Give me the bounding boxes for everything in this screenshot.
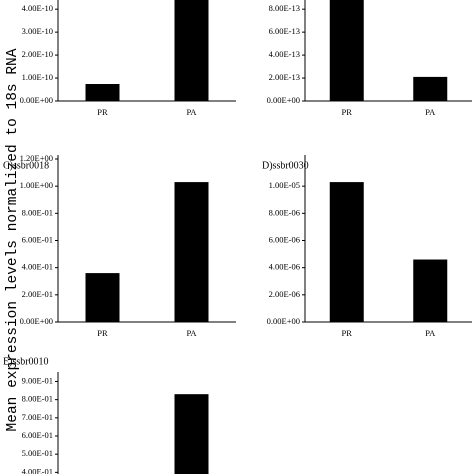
x-tick-label: PR [342, 328, 353, 338]
y-tick-label: 8.00E-01 [22, 394, 53, 404]
y-tick-label: 8.00E-13 [269, 3, 300, 13]
y-tick-label: 4.00E-13 [269, 49, 300, 59]
x-tick-label: PR [97, 328, 108, 338]
panel-title: D)ssbr0030 [262, 160, 309, 171]
y-tick-label: 6.00E-06 [269, 234, 300, 244]
x-tick-label: PA [186, 328, 197, 338]
panel: D)ssbr0030 0.00E+00 2.00E-06 4.00E-06 6.00E-… [262, 155, 472, 338]
x-tick-label: PR [97, 107, 108, 117]
y-tick-label: 2.00E-10 [22, 49, 53, 59]
bars [174, 394, 209, 474]
bar [174, 394, 209, 474]
panel-title: E)ssbr0010 [3, 356, 49, 367]
x-tick-label: PA [186, 107, 197, 117]
panel: C)ssbr0018 0.00E+00 2.00E-01 4.00E-01 6.00E-… [3, 153, 236, 338]
y-tick-label: 5.00E-01 [22, 448, 53, 458]
bar [329, 182, 364, 322]
y-tick-label: 8.00E-06 [269, 207, 300, 217]
x-tick-label: PA [425, 107, 436, 117]
y-tick-label: 9.00E-01 [22, 375, 53, 385]
y-tick-label: 6.00E-13 [269, 26, 300, 36]
panel: E)ssbr0010 4.00E-01 5.00E-01 6.00E-01 7.00E-… [3, 356, 209, 474]
bars [329, 182, 448, 322]
y-tick-label: 1.20E+00 [20, 153, 53, 163]
y-axis-label: Mean expression levels normalized to 18s… [5, 48, 21, 431]
bars [85, 0, 209, 101]
panel: 0.00E+00 1.00E-10 2.00E-10 3.00E-10 4.00E-10… [20, 0, 236, 117]
y-tick-label: 2.00E-01 [22, 289, 53, 299]
y-tick-label: 3.00E-10 [22, 26, 53, 36]
bar [85, 273, 120, 322]
bar [413, 76, 448, 101]
y-tick-label: 0.00E+00 [267, 95, 300, 105]
y-tick-label: 4.00E-10 [22, 3, 53, 13]
y-tick-label: 2.00E-06 [269, 289, 300, 299]
y-tick-label: 4.00E-01 [22, 466, 53, 474]
y-tick-label: 2.00E-13 [269, 72, 300, 82]
bar [413, 259, 448, 322]
x-tick-label: PA [425, 328, 436, 338]
bar [85, 84, 120, 101]
panel-title: C)ssbr0018 [3, 160, 49, 171]
bars [85, 182, 209, 322]
y-tick-label: 0.00E+00 [20, 316, 53, 326]
y-tick-label: 6.00E-01 [22, 234, 53, 244]
bar [174, 0, 209, 101]
y-tick-label: 0.00E+00 [20, 95, 53, 105]
bar [174, 182, 209, 322]
y-tick-label: 8.00E-01 [22, 207, 53, 217]
y-tick-label: 1.00E-05 [269, 180, 300, 190]
x-tick-label: PR [342, 107, 353, 117]
y-tick-label: 7.00E-01 [22, 412, 53, 422]
panel: 0.00E+00 2.00E-13 4.00E-13 6.00E-13 8.00E-13… [267, 0, 472, 117]
y-tick-label: 0.00E+00 [267, 316, 300, 326]
bar [329, 0, 364, 101]
y-tick-label: 6.00E-01 [22, 430, 53, 440]
y-tick-label: 1.00E-10 [22, 72, 53, 82]
y-tick-label: 4.00E-06 [269, 262, 300, 272]
y-tick-label: 4.00E-01 [22, 262, 53, 272]
y-tick-label: 1.00E+00 [20, 180, 53, 190]
bars [329, 0, 448, 101]
